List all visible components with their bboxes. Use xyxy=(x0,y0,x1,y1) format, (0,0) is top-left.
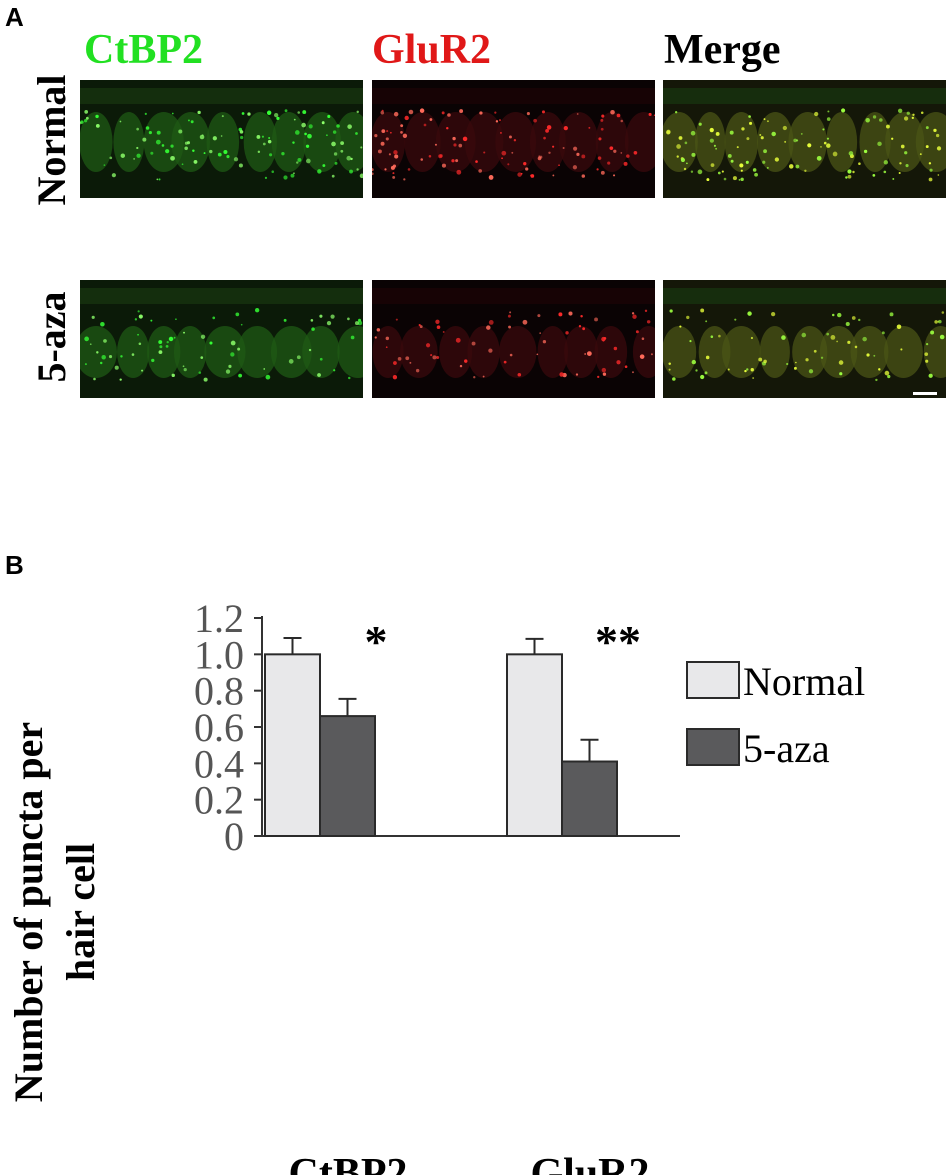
legend-swatch-5-aza xyxy=(686,728,740,766)
micrograph-5-aza-glur2 xyxy=(372,280,655,398)
legend-swatch-normal xyxy=(686,661,740,699)
row-header-5-aza: 5-aza xyxy=(29,291,74,383)
y-tick-label: 1.0 xyxy=(194,632,244,677)
micrograph-normal-merge xyxy=(663,80,946,198)
legend-label-5-aza: 5-aza xyxy=(743,726,830,771)
y-tick-label: 1.2 xyxy=(194,596,244,641)
bar-5-aza-ctbp2 xyxy=(319,715,376,838)
column-header-ctbp2: CtBP2 xyxy=(84,27,203,73)
micrograph-5-aza-ctbp2 xyxy=(80,280,363,398)
x-tick-label: GluR2 xyxy=(530,1151,649,1175)
x-tick-label: CtBP2 xyxy=(289,1151,408,1175)
panel-a-letter: A xyxy=(5,2,24,32)
y-tick-label: 0.4 xyxy=(194,741,244,786)
y-tick-label: 0.2 xyxy=(194,778,244,823)
y-tick-label: 0 xyxy=(224,814,244,859)
legend-label-normal: Normal xyxy=(743,659,866,704)
bar-normal-glur2 xyxy=(506,653,563,838)
bar-5-aza-glur2 xyxy=(561,760,618,837)
significance-marker: * xyxy=(365,616,388,667)
y-tick-label: 0.8 xyxy=(194,669,244,714)
micrograph-normal-glur2 xyxy=(372,80,655,198)
bar-normal-ctbp2 xyxy=(264,653,321,838)
y-tick-label: 0.6 xyxy=(194,705,244,750)
column-header-glur2: GluR2 xyxy=(372,27,492,73)
column-header-merge: Merge xyxy=(664,27,781,73)
scale-bar xyxy=(913,392,937,395)
bar-chart: 00.20.40.60.81.01.2 CtBP2 * GluR2 ** xyxy=(194,596,740,1175)
micrograph-5-aza-merge xyxy=(663,280,946,398)
significance-marker: ** xyxy=(595,616,641,667)
micrograph-normal-ctbp2 xyxy=(80,80,363,198)
panel-b-letter: B xyxy=(5,550,24,580)
row-header-normal: Normal xyxy=(29,74,74,206)
